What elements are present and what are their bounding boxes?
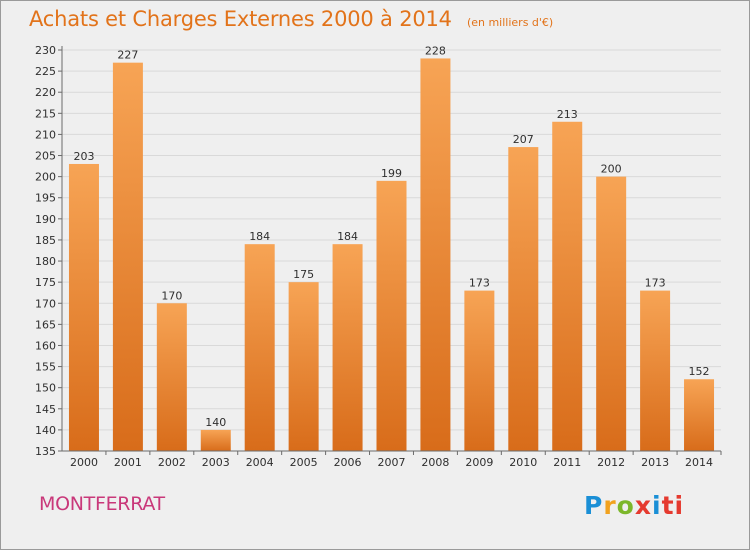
bar-2013 — [640, 290, 671, 451]
value-label-2009: 173 — [469, 277, 490, 290]
bars — [68, 58, 715, 452]
x-tick-label-2004: 2004 — [246, 456, 274, 469]
bar-2005 — [288, 282, 319, 451]
y-tick-label: 200 — [35, 171, 56, 184]
x-tick-label-2002: 2002 — [158, 456, 186, 469]
value-label-2013: 173 — [645, 277, 666, 290]
y-tick-label: 230 — [35, 44, 56, 57]
x-tick-label-2008: 2008 — [421, 456, 449, 469]
y-tick-label: 225 — [35, 65, 56, 78]
y-tick-label: 160 — [35, 339, 56, 352]
bar-2001 — [112, 62, 143, 452]
proxiti-logo: Proxiti — [584, 491, 685, 520]
value-label-2000: 203 — [73, 150, 94, 163]
bar-2014 — [684, 379, 715, 451]
value-label-2003: 140 — [205, 416, 226, 429]
x-tick-label-2014: 2014 — [685, 456, 713, 469]
bar-2000 — [68, 163, 99, 451]
y-tick-label: 220 — [35, 86, 56, 99]
y-tick-label: 215 — [35, 107, 56, 120]
x-tick-label-2005: 2005 — [290, 456, 318, 469]
y-tick-label: 180 — [35, 255, 56, 268]
y-tick-label: 155 — [35, 361, 56, 374]
x-tick-label-2013: 2013 — [641, 456, 669, 469]
y-tick-label: 185 — [35, 234, 56, 247]
bar-2003 — [200, 429, 231, 451]
y-axis: 135 140 145 150 155 160 165 170 175 180 185 190 195 2… — [35, 44, 63, 458]
x-tick-label-2001: 2001 — [114, 456, 142, 469]
y-tick-label: 165 — [35, 318, 56, 331]
bar-2006 — [332, 244, 363, 451]
bar-2007 — [376, 180, 407, 451]
y-tick-label: 205 — [35, 150, 56, 163]
value-label-2008: 228 — [425, 44, 446, 57]
chart-header: Achats et Charges Externes 2000 à 2014 (… — [29, 7, 553, 31]
y-tick-label: 145 — [35, 403, 56, 416]
y-tick-label: 195 — [35, 192, 56, 205]
x-tick-label-2012: 2012 — [597, 456, 625, 469]
x-tick-label-2009: 2009 — [465, 456, 493, 469]
y-tick-label: 210 — [35, 128, 56, 141]
chart-subtitle: (en milliers d'€) — [466, 16, 554, 29]
x-tick-label-2010: 2010 — [509, 456, 537, 469]
bar-2010 — [508, 147, 539, 451]
bar-2011 — [552, 121, 583, 451]
bar-2009 — [464, 290, 495, 451]
x-tick-label-2006: 2006 — [334, 456, 362, 469]
y-tick-label: 150 — [35, 382, 56, 395]
y-tick-label: 175 — [35, 276, 56, 289]
value-label-2010: 207 — [513, 133, 534, 146]
bar-2002 — [156, 303, 187, 451]
x-tick-label-2003: 2003 — [202, 456, 230, 469]
x-tick-label-2011: 2011 — [553, 456, 581, 469]
y-tick-label: 170 — [35, 297, 56, 310]
value-label-2007: 199 — [381, 167, 402, 180]
bar-2012 — [596, 176, 627, 451]
value-label-2001: 227 — [117, 49, 138, 62]
chart-title: Achats et Charges Externes 2000 à 2014 — [29, 7, 452, 31]
bar-2008 — [420, 58, 451, 451]
x-tick-label-2007: 2007 — [378, 456, 406, 469]
value-label-2004: 184 — [249, 230, 270, 243]
x-tick-label-2000: 2000 — [70, 456, 98, 469]
y-tick-label: 140 — [35, 424, 56, 437]
value-label-2005: 175 — [293, 268, 314, 281]
value-label-2012: 200 — [601, 163, 622, 176]
y-tick-label: 190 — [35, 213, 56, 226]
y-tick-label: 135 — [35, 445, 56, 458]
commune-name: MONTFERRAT — [39, 493, 165, 515]
x-axis: 2000 2001 2002 2003 2004 2005 2006 2007 2008 2009… — [62, 450, 722, 469]
bar-2004 — [244, 244, 275, 451]
value-label-2011: 213 — [557, 108, 578, 121]
value-labels: 203 227 170 140 184 175 184 199 228 173 207 213 200 1… — [73, 44, 709, 428]
value-label-2006: 184 — [337, 230, 358, 243]
value-label-2002: 170 — [161, 289, 182, 302]
value-label-2014: 152 — [689, 365, 710, 378]
